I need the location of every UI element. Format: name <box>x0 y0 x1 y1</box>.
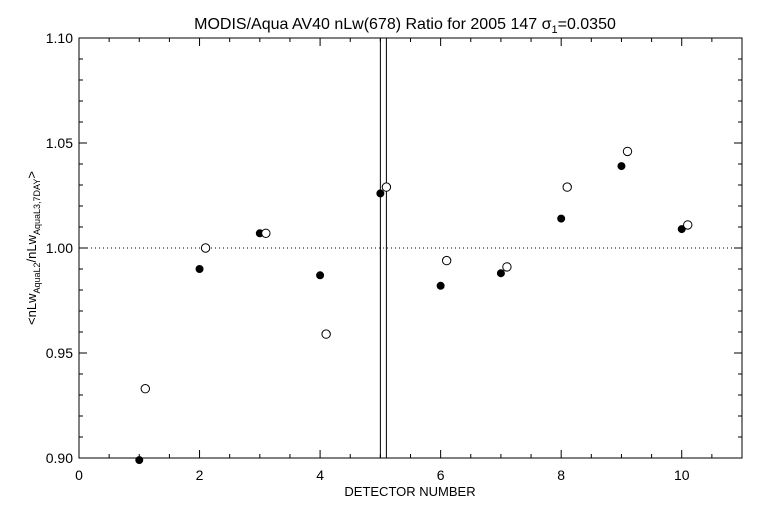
chart-title-sigma-sub: 1 <box>551 24 557 36</box>
y-axis-label-mid: /nLw <box>24 234 39 262</box>
open-point <box>622 146 633 157</box>
y-tick-label: 1.05 <box>46 135 73 151</box>
filled-point <box>557 214 566 223</box>
x-axis-label: DETECTOR NUMBER <box>344 484 475 499</box>
y-tick-label: 0.95 <box>46 345 73 361</box>
filled-point <box>135 456 144 465</box>
filled-point <box>316 271 325 280</box>
x-tick-label: 6 <box>437 467 445 483</box>
chart-title-sigma-value: =0.0350 <box>558 16 616 33</box>
open-point <box>381 182 392 192</box>
filled-point <box>496 269 505 278</box>
open-point <box>441 255 452 266</box>
plot-frame <box>78 37 743 459</box>
open-point <box>502 262 512 272</box>
data-points <box>135 146 693 465</box>
y-tick-label: 1.00 <box>46 240 73 256</box>
open-point <box>261 228 271 239</box>
y-axis-label-open: <nLw <box>24 293 39 325</box>
x-axis-ticks: 0 2 4 6 8 10 <box>75 38 743 483</box>
x-tick-label: 8 <box>557 467 565 483</box>
reference-lines <box>79 38 742 458</box>
filled-point <box>617 162 626 171</box>
chart-title-main: MODIS/Aqua AV40 nLw(678) Ratio for 2005 … <box>194 16 541 33</box>
x-tick-label: 10 <box>674 467 690 483</box>
open-point <box>321 329 331 339</box>
y-axis-ticks: 0.90 0.95 1.00 1.05 1.10 <box>46 30 742 466</box>
open-point <box>200 243 211 253</box>
x-tick-label: 0 <box>75 467 83 483</box>
open-point <box>562 182 572 192</box>
y-axis-label-close: > <box>24 171 39 179</box>
x-tick-label: 2 <box>196 467 204 483</box>
filled-point <box>677 225 686 234</box>
filled-point <box>195 265 204 273</box>
y-axis-label-sub1: AquaL2 <box>32 262 42 293</box>
x-tick-label: 4 <box>316 467 324 483</box>
y-tick-label: 0.90 <box>46 450 73 466</box>
filled-point <box>436 281 445 290</box>
chart-title: MODIS/Aqua AV40 nLw(678) Ratio for 2005 … <box>194 16 616 36</box>
open-point <box>683 220 693 230</box>
y-axis-label: <nLwAquaL2/nLwAquaL3,7DAY> <box>24 171 42 325</box>
filled-point <box>376 189 385 198</box>
y-axis-label-sub2: AquaL3,7DAY <box>32 179 42 235</box>
y-tick-label: 1.10 <box>46 30 73 46</box>
open-point <box>140 384 151 394</box>
chart-title-sigma: σ <box>542 16 552 33</box>
